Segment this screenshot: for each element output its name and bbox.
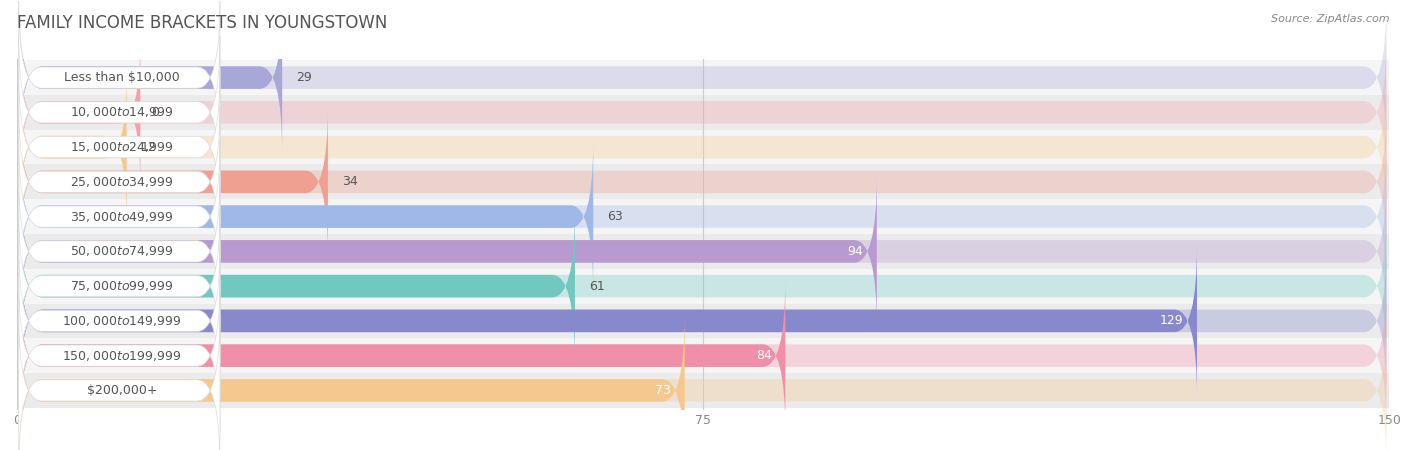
- FancyBboxPatch shape: [20, 245, 1386, 396]
- FancyBboxPatch shape: [20, 280, 786, 431]
- FancyBboxPatch shape: [18, 210, 219, 362]
- FancyBboxPatch shape: [20, 72, 1386, 223]
- FancyBboxPatch shape: [20, 315, 1386, 450]
- Text: $150,000 to $199,999: $150,000 to $199,999: [62, 349, 181, 363]
- FancyBboxPatch shape: [18, 36, 219, 189]
- Text: $50,000 to $74,999: $50,000 to $74,999: [70, 244, 174, 258]
- FancyBboxPatch shape: [20, 245, 1197, 396]
- FancyBboxPatch shape: [20, 37, 141, 188]
- Bar: [17, 199, 1389, 234]
- FancyBboxPatch shape: [18, 314, 219, 450]
- Bar: [17, 338, 1389, 373]
- Text: 63: 63: [607, 210, 623, 223]
- FancyBboxPatch shape: [20, 72, 127, 223]
- Text: 29: 29: [295, 71, 312, 84]
- Text: 34: 34: [342, 176, 357, 189]
- FancyBboxPatch shape: [20, 211, 1386, 362]
- Text: $35,000 to $49,999: $35,000 to $49,999: [70, 210, 174, 224]
- FancyBboxPatch shape: [20, 2, 283, 153]
- FancyBboxPatch shape: [20, 211, 575, 362]
- Text: $200,000+: $200,000+: [87, 384, 157, 397]
- FancyBboxPatch shape: [20, 176, 1386, 327]
- Text: $75,000 to $99,999: $75,000 to $99,999: [70, 279, 174, 293]
- FancyBboxPatch shape: [20, 106, 328, 257]
- Bar: [17, 269, 1389, 303]
- Text: $15,000 to $24,999: $15,000 to $24,999: [70, 140, 174, 154]
- FancyBboxPatch shape: [20, 106, 1386, 257]
- Bar: [17, 373, 1389, 408]
- Text: 73: 73: [655, 384, 671, 397]
- Bar: [17, 95, 1389, 130]
- FancyBboxPatch shape: [20, 2, 1386, 153]
- FancyBboxPatch shape: [18, 279, 219, 432]
- Bar: [17, 303, 1389, 338]
- Text: FAMILY INCOME BRACKETS IN YOUNGSTOWN: FAMILY INCOME BRACKETS IN YOUNGSTOWN: [17, 14, 387, 32]
- Text: 0: 0: [152, 106, 159, 119]
- FancyBboxPatch shape: [20, 315, 685, 450]
- FancyBboxPatch shape: [18, 106, 219, 258]
- FancyBboxPatch shape: [18, 71, 219, 223]
- Text: Source: ZipAtlas.com: Source: ZipAtlas.com: [1271, 14, 1389, 23]
- Text: $25,000 to $34,999: $25,000 to $34,999: [70, 175, 174, 189]
- FancyBboxPatch shape: [18, 245, 219, 397]
- Bar: [17, 60, 1389, 95]
- Text: 84: 84: [756, 349, 772, 362]
- FancyBboxPatch shape: [20, 141, 593, 292]
- Text: $10,000 to $14,999: $10,000 to $14,999: [70, 105, 174, 119]
- FancyBboxPatch shape: [20, 280, 1386, 431]
- Bar: [17, 130, 1389, 165]
- Text: 12: 12: [141, 140, 156, 153]
- FancyBboxPatch shape: [20, 176, 877, 327]
- FancyBboxPatch shape: [20, 141, 1386, 292]
- Bar: [17, 165, 1389, 199]
- Text: $100,000 to $149,999: $100,000 to $149,999: [62, 314, 181, 328]
- Text: 61: 61: [589, 279, 605, 292]
- Bar: [17, 234, 1389, 269]
- Text: Less than $10,000: Less than $10,000: [65, 71, 180, 84]
- FancyBboxPatch shape: [18, 175, 219, 328]
- Text: 94: 94: [848, 245, 863, 258]
- Text: 129: 129: [1160, 315, 1184, 328]
- FancyBboxPatch shape: [18, 140, 219, 293]
- FancyBboxPatch shape: [20, 37, 1386, 188]
- FancyBboxPatch shape: [18, 1, 219, 154]
